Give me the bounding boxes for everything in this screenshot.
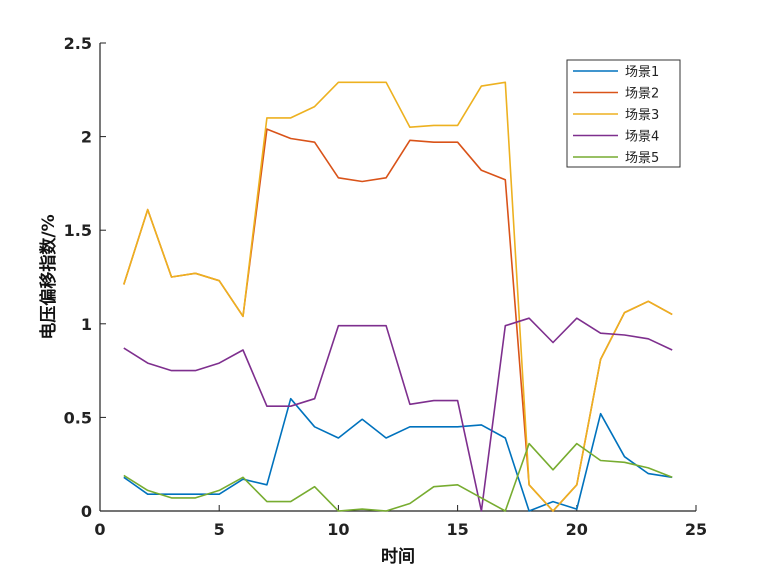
legend: 场景1 场景2 场景3 场景4 场景5: [566, 59, 681, 168]
y-tick-label: 0.5: [64, 408, 92, 427]
series-line-1: [123, 397, 673, 512]
x-tick-label: 10: [327, 520, 349, 539]
x-tick-label: 15: [446, 520, 468, 539]
y-tick-label: 2: [81, 128, 92, 147]
x-tick-label: 5: [214, 520, 225, 539]
x-tick-label: 20: [566, 520, 588, 539]
x-tick-label: 25: [685, 520, 707, 539]
legend-label-3: 场景3: [625, 108, 659, 123]
legend-box: [566, 59, 681, 168]
y-tick-label: 0: [81, 502, 92, 521]
axes: 0 5 10 15 20 25 0 0.5 1 1.5 2 2.5: [64, 34, 707, 539]
x-axis-label: 时间: [381, 546, 415, 567]
y-tick-label: 2.5: [64, 34, 92, 53]
y-axis-label: 电压偏移指数/%: [38, 214, 59, 339]
x-tick-label: 0: [94, 520, 105, 539]
y-tick-label: 1: [81, 315, 92, 334]
legend-label-4: 场景4: [625, 130, 659, 145]
y-tick-label: 1.5: [64, 221, 92, 240]
legend-label-5: 场景5: [625, 151, 659, 166]
series-line-5: [123, 442, 673, 512]
series-line-4: [123, 317, 673, 512]
series-line-3: [123, 81, 673, 512]
legend-label-2: 场景2: [625, 87, 659, 102]
series-lines: [123, 81, 673, 512]
legend-label-1: 场景1: [625, 65, 659, 80]
